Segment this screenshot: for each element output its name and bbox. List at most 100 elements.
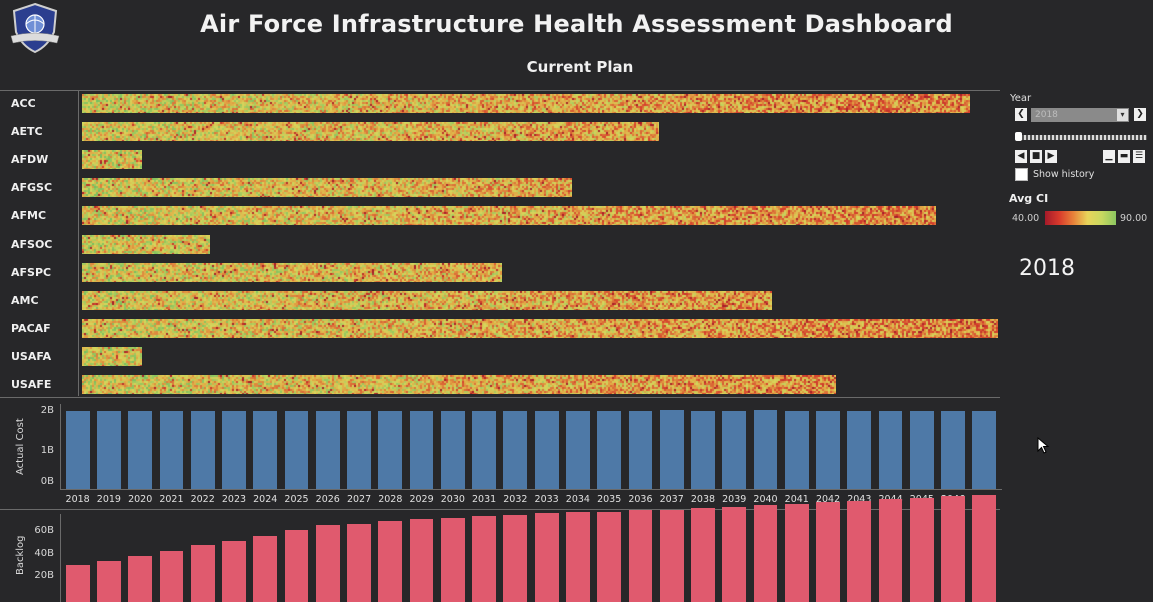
cost-bar-2030[interactable] <box>440 410 465 489</box>
org-label-afgsc: AFGSC <box>11 181 53 195</box>
backlog-bar-2039[interactable] <box>722 506 747 602</box>
cost-bar-2036[interactable] <box>628 410 653 489</box>
cost-bar-2033[interactable] <box>534 410 559 489</box>
backlog-bar-2032[interactable] <box>503 514 528 602</box>
heatmap-row-aetc[interactable] <box>82 122 659 142</box>
backlog-bar-2047[interactable] <box>972 494 997 602</box>
backlog-bar-2035[interactable] <box>597 511 622 602</box>
cost-bar-2043[interactable] <box>847 410 872 489</box>
year-tick-2037: 2037 <box>659 494 684 505</box>
heatmap-row-afdw[interactable] <box>82 150 142 170</box>
backlog-y-tick: 20B <box>34 570 54 581</box>
step-back-button[interactable]: ◀ <box>1015 150 1027 163</box>
speed-slow-button[interactable]: ▁ <box>1103 150 1115 163</box>
backlog-bar-2046[interactable] <box>941 496 965 602</box>
cost-bar-2037[interactable] <box>659 409 684 489</box>
color-legend-title: Avg CI <box>1009 192 1049 205</box>
backlog-bar-2030[interactable] <box>440 517 465 602</box>
backlog-bar-2038[interactable] <box>691 508 715 602</box>
heatmap-row-usafe[interactable] <box>82 375 836 394</box>
cost-bar-2022[interactable] <box>190 410 215 489</box>
backlog-bar-2029[interactable] <box>409 519 434 602</box>
dashboard-title: Air Force Infrastructure Health Assessme… <box>200 10 953 38</box>
backlog-bar-2021[interactable] <box>159 551 184 602</box>
backlog-bar-2037[interactable] <box>659 510 684 602</box>
year-slider-handle[interactable] <box>1015 132 1022 141</box>
cost-bar-2032[interactable] <box>503 410 528 489</box>
cost-bar-2034[interactable] <box>566 410 590 489</box>
year-tick-2031: 2031 <box>472 494 497 505</box>
cost-bar-2020[interactable] <box>128 410 153 489</box>
cost-bar-2041[interactable] <box>784 410 809 489</box>
backlog-bar-2028[interactable] <box>378 520 403 602</box>
cost-bar-2026[interactable] <box>315 410 340 489</box>
cost-bar-2025[interactable] <box>284 410 309 489</box>
org-label-afsoc: AFSOC <box>11 237 53 251</box>
backlog-y-axis <box>60 514 61 602</box>
cost-bar-2039[interactable] <box>722 410 747 489</box>
year-tick-2024: 2024 <box>253 494 278 505</box>
heatmap-row-afgsc[interactable] <box>82 178 572 198</box>
heatmap-row-afsoc[interactable] <box>82 234 210 254</box>
cost-bar-2018[interactable] <box>65 410 90 489</box>
backlog-bar-2043[interactable] <box>847 500 872 602</box>
play-button[interactable]: ▶ <box>1045 150 1057 163</box>
backlog-bar-2023[interactable] <box>222 540 246 602</box>
stop-button[interactable]: ■ <box>1030 150 1042 163</box>
speed-fast-button[interactable]: ☰ <box>1133 150 1145 163</box>
backlog-bar-2025[interactable] <box>284 529 309 602</box>
backlog-bar-2022[interactable] <box>190 545 215 602</box>
year-select[interactable]: 2018 <box>1031 108 1129 122</box>
show-history-checkbox[interactable] <box>1015 168 1028 181</box>
org-label-amc: AMC <box>11 293 39 307</box>
year-filter-label: Year <box>1010 93 1032 104</box>
cost-bar-2024[interactable] <box>253 410 278 489</box>
backlog-bar-2040[interactable] <box>753 505 778 602</box>
backlog-bar-2020[interactable] <box>128 556 153 602</box>
backlog-bar-2041[interactable] <box>784 503 809 602</box>
cost-bar-2031[interactable] <box>472 410 496 489</box>
cost-bar-2021[interactable] <box>159 410 184 489</box>
backlog-bar-2033[interactable] <box>534 513 559 602</box>
backlog-bar-2044[interactable] <box>878 499 903 602</box>
cost-bar-2045[interactable] <box>909 410 934 489</box>
backlog-bar-2045[interactable] <box>909 497 934 602</box>
cost-bar-2040[interactable] <box>753 409 778 489</box>
backlog-bar-2034[interactable] <box>566 511 590 602</box>
heatmap-row-usafa[interactable] <box>82 346 142 366</box>
cost-bar-2028[interactable] <box>378 410 403 489</box>
backlog-bar-2042[interactable] <box>816 502 840 602</box>
backlog-bar-2024[interactable] <box>253 536 278 602</box>
year-next-button[interactable]: ❯ <box>1134 108 1146 121</box>
speed-medium-button[interactable]: ▬ <box>1118 150 1130 163</box>
cost-bar-2042[interactable] <box>816 410 840 489</box>
backlog-bar-2036[interactable] <box>628 510 653 602</box>
cost-bar-2046[interactable] <box>941 410 965 489</box>
year-tick-2026: 2026 <box>315 494 340 505</box>
chevron-down-icon[interactable]: ▾ <box>1117 109 1128 121</box>
year-tick-2033: 2033 <box>534 494 559 505</box>
backlog-bar-2027[interactable] <box>347 523 371 602</box>
cost-bar-2019[interactable] <box>97 410 121 489</box>
heatmap-row-acc[interactable] <box>82 94 970 113</box>
cost-bar-2027[interactable] <box>347 410 371 489</box>
cost-bar-2029[interactable] <box>409 410 434 489</box>
year-tick-2043: 2043 <box>847 494 872 505</box>
cost-bar-2047[interactable] <box>972 410 997 489</box>
cost-bar-2023[interactable] <box>222 410 246 489</box>
heatmap-row-afmc[interactable] <box>82 206 936 226</box>
backlog-bar-2019[interactable] <box>97 560 121 602</box>
cost-bar-2035[interactable] <box>597 410 622 489</box>
heatmap-row-amc[interactable] <box>82 290 772 310</box>
heatmap-row-pacaf[interactable] <box>82 318 998 338</box>
backlog-bar-2026[interactable] <box>315 525 340 602</box>
cost-bar-2044[interactable] <box>878 410 903 489</box>
cost-bar-2038[interactable] <box>691 410 715 489</box>
show-history-label[interactable]: Show history <box>1033 169 1095 180</box>
year-slider[interactable] <box>1016 135 1147 140</box>
cost-y-axis <box>60 404 61 489</box>
backlog-bar-2031[interactable] <box>472 516 496 602</box>
backlog-bar-2018[interactable] <box>65 565 90 602</box>
heatmap-row-afspc[interactable] <box>82 262 502 282</box>
year-prev-button[interactable]: ❮ <box>1015 108 1027 121</box>
